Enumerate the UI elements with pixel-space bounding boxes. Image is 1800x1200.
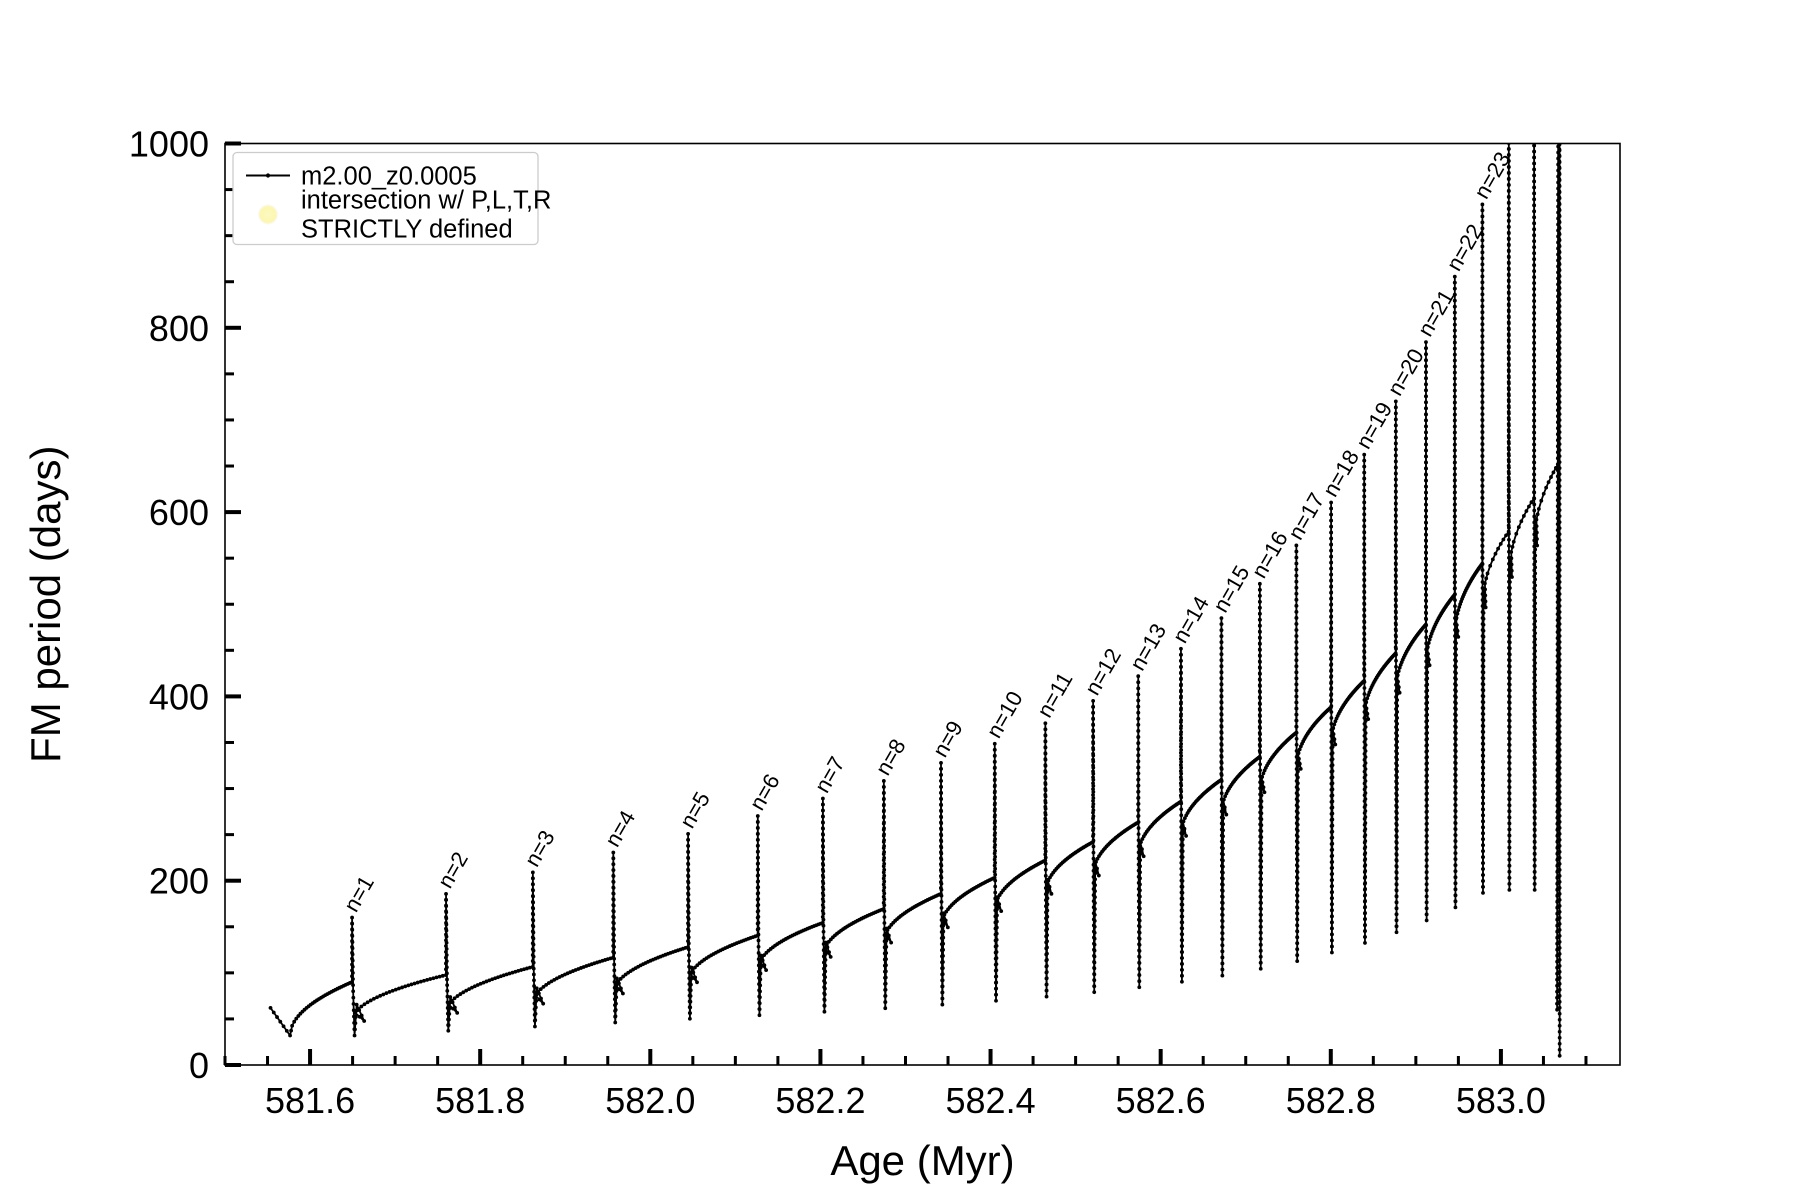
svg-text:n=20: n=20 (1382, 344, 1428, 399)
svg-text:581.8: 581.8 (435, 1080, 525, 1121)
svg-text:n=9: n=9 (928, 717, 968, 762)
svg-text:n=5: n=5 (675, 788, 715, 833)
svg-text:582.0: 582.0 (605, 1080, 695, 1121)
svg-text:1000: 1000 (129, 124, 209, 165)
svg-text:intersection w/ P,L,T,R: intersection w/ P,L,T,R (301, 187, 551, 215)
svg-text:n=6: n=6 (744, 770, 784, 815)
svg-text:0: 0 (189, 1045, 209, 1086)
svg-text:n=17: n=17 (1283, 489, 1329, 544)
svg-text:582.2: 582.2 (775, 1080, 865, 1121)
svg-text:n=13: n=13 (1125, 619, 1171, 674)
svg-text:n=11: n=11 (1032, 668, 1078, 722)
svg-text:800: 800 (149, 308, 209, 349)
svg-text:n=4: n=4 (600, 806, 640, 851)
svg-text:n=3: n=3 (519, 826, 559, 871)
svg-text:400: 400 (149, 676, 209, 717)
svg-text:Age (Myr): Age (Myr) (830, 1137, 1014, 1184)
svg-text:n=16: n=16 (1246, 527, 1292, 582)
svg-text:n=21: n=21 (1413, 285, 1459, 340)
svg-text:n=12: n=12 (1080, 644, 1126, 699)
svg-text:n=18: n=18 (1318, 446, 1364, 501)
svg-text:582.4: 582.4 (946, 1080, 1036, 1121)
svg-text:583.0: 583.0 (1456, 1080, 1546, 1121)
svg-text:n=19: n=19 (1351, 398, 1397, 453)
svg-text:n=7: n=7 (809, 752, 849, 797)
svg-text:200: 200 (149, 861, 209, 902)
svg-text:600: 600 (149, 492, 209, 533)
svg-text:582.6: 582.6 (1116, 1080, 1206, 1121)
svg-text:STRICTLY defined: STRICTLY defined (301, 216, 513, 244)
svg-text:582.8: 582.8 (1286, 1080, 1376, 1121)
svg-text:n=10: n=10 (981, 687, 1027, 742)
svg-text:n=1: n=1 (339, 871, 379, 916)
svg-text:n=14: n=14 (1168, 592, 1214, 647)
svg-text:n=2: n=2 (433, 848, 473, 893)
svg-text:n=8: n=8 (870, 735, 910, 780)
svg-text:FM period (days): FM period (days) (22, 446, 69, 763)
svg-text:581.6: 581.6 (265, 1080, 355, 1121)
